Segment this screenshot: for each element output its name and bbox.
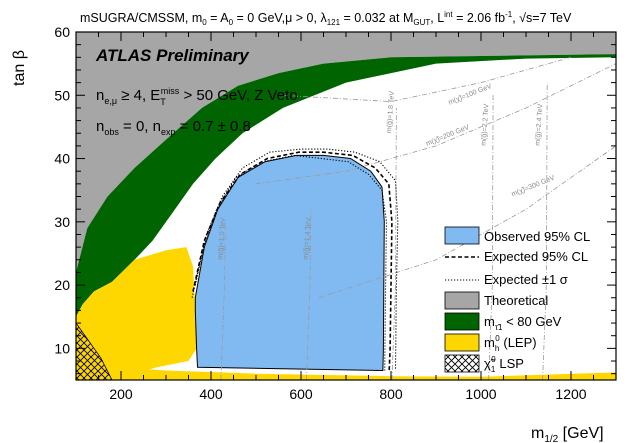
legend-label-lsp: χ̃10 LSP: [484, 355, 524, 374]
gluino-contour-2: [391, 107, 397, 380]
gluino-contour-0: [220, 221, 226, 380]
y-axis-label: tan β: [11, 50, 28, 86]
x-tick-label-1200: 1200: [555, 386, 586, 402]
y-tick-label-40: 40: [54, 151, 70, 167]
legend-swatch-lsp: [444, 354, 480, 373]
gluino-contour-label-0: m(g̃)=1.0 TeV: [217, 217, 227, 260]
legend-swatch-theoretical: [444, 291, 480, 310]
y-tick-label-10: 10: [54, 340, 70, 356]
expected-limit-line: [192, 151, 393, 371]
legend-swatch-observed: [444, 226, 480, 245]
legend-label-expected-sigma: Expected ±1 σ: [484, 272, 568, 287]
y-tick-label-20: 20: [54, 277, 70, 293]
gluino-contour-4: [542, 82, 548, 380]
legend: Observed 95% CL Expected 95% CL Expected…: [444, 226, 590, 374]
x-tick-label-800: 800: [379, 386, 403, 402]
chart-title: mSUGRA/CMSSM, m0 = A0 = 0 GeV,μ > 0, λ12…: [80, 10, 572, 27]
legend-label-expected: Expected 95% CL: [484, 249, 588, 264]
legend-label-stau: mτ̃1 < 80 GeV: [484, 314, 562, 332]
theoretical-region: [76, 32, 616, 273]
chargino-contour-1: [255, 63, 616, 185]
atlas-badge: ATLAS Preliminary: [95, 46, 250, 65]
x-tick-label-200: 200: [109, 386, 133, 402]
gluino-contour-label-1: m(g̃)=1.4 TeV: [303, 217, 313, 260]
legend-label-theoretical: Theoretical: [484, 293, 548, 308]
legend-swatch-stau: [444, 312, 480, 331]
y-tick-label-60: 60: [54, 24, 70, 40]
chargino-contour-2: [318, 145, 616, 299]
lsp-region: [76, 322, 113, 380]
x-tick-label-400: 400: [199, 386, 223, 402]
lep-region: [76, 247, 197, 380]
stau-region: [76, 54, 616, 317]
legend-label-observed: Observed 95% CL: [484, 229, 590, 244]
y-tick-label-30: 30: [54, 214, 70, 230]
gluino-contour-3: [488, 95, 494, 380]
legend-swatch-lep: [444, 333, 480, 352]
y-tick-label-50: 50: [54, 87, 70, 103]
chargino-contour-0: [282, 56, 572, 103]
x-axis-label: m1/2 [GeV]: [531, 425, 604, 443]
gluino-contour-label-2: m(g̃)=1.8 TeV: [386, 91, 396, 134]
legend-label-lep: mh0 (LEP): [484, 334, 537, 353]
selection-line-2: nobs = 0, nexp = 0.7 ± 0.8: [96, 118, 251, 137]
gluino-contour-1: [306, 209, 312, 380]
x-tick-label-600: 600: [289, 386, 313, 402]
x-tick-label-1000: 1000: [465, 386, 496, 402]
gluino-contour-label-3: m(g̃)=2.2 TeV: [481, 103, 491, 146]
selection-line-1: ne,μ ≥ 4, ETmiss > 50 GeV, Z Veto: [96, 86, 298, 107]
expected-minus-sigma-line: [191, 154, 388, 371]
gluino-contour-label-4: m(g̃)=2.4 TeV: [535, 103, 545, 146]
